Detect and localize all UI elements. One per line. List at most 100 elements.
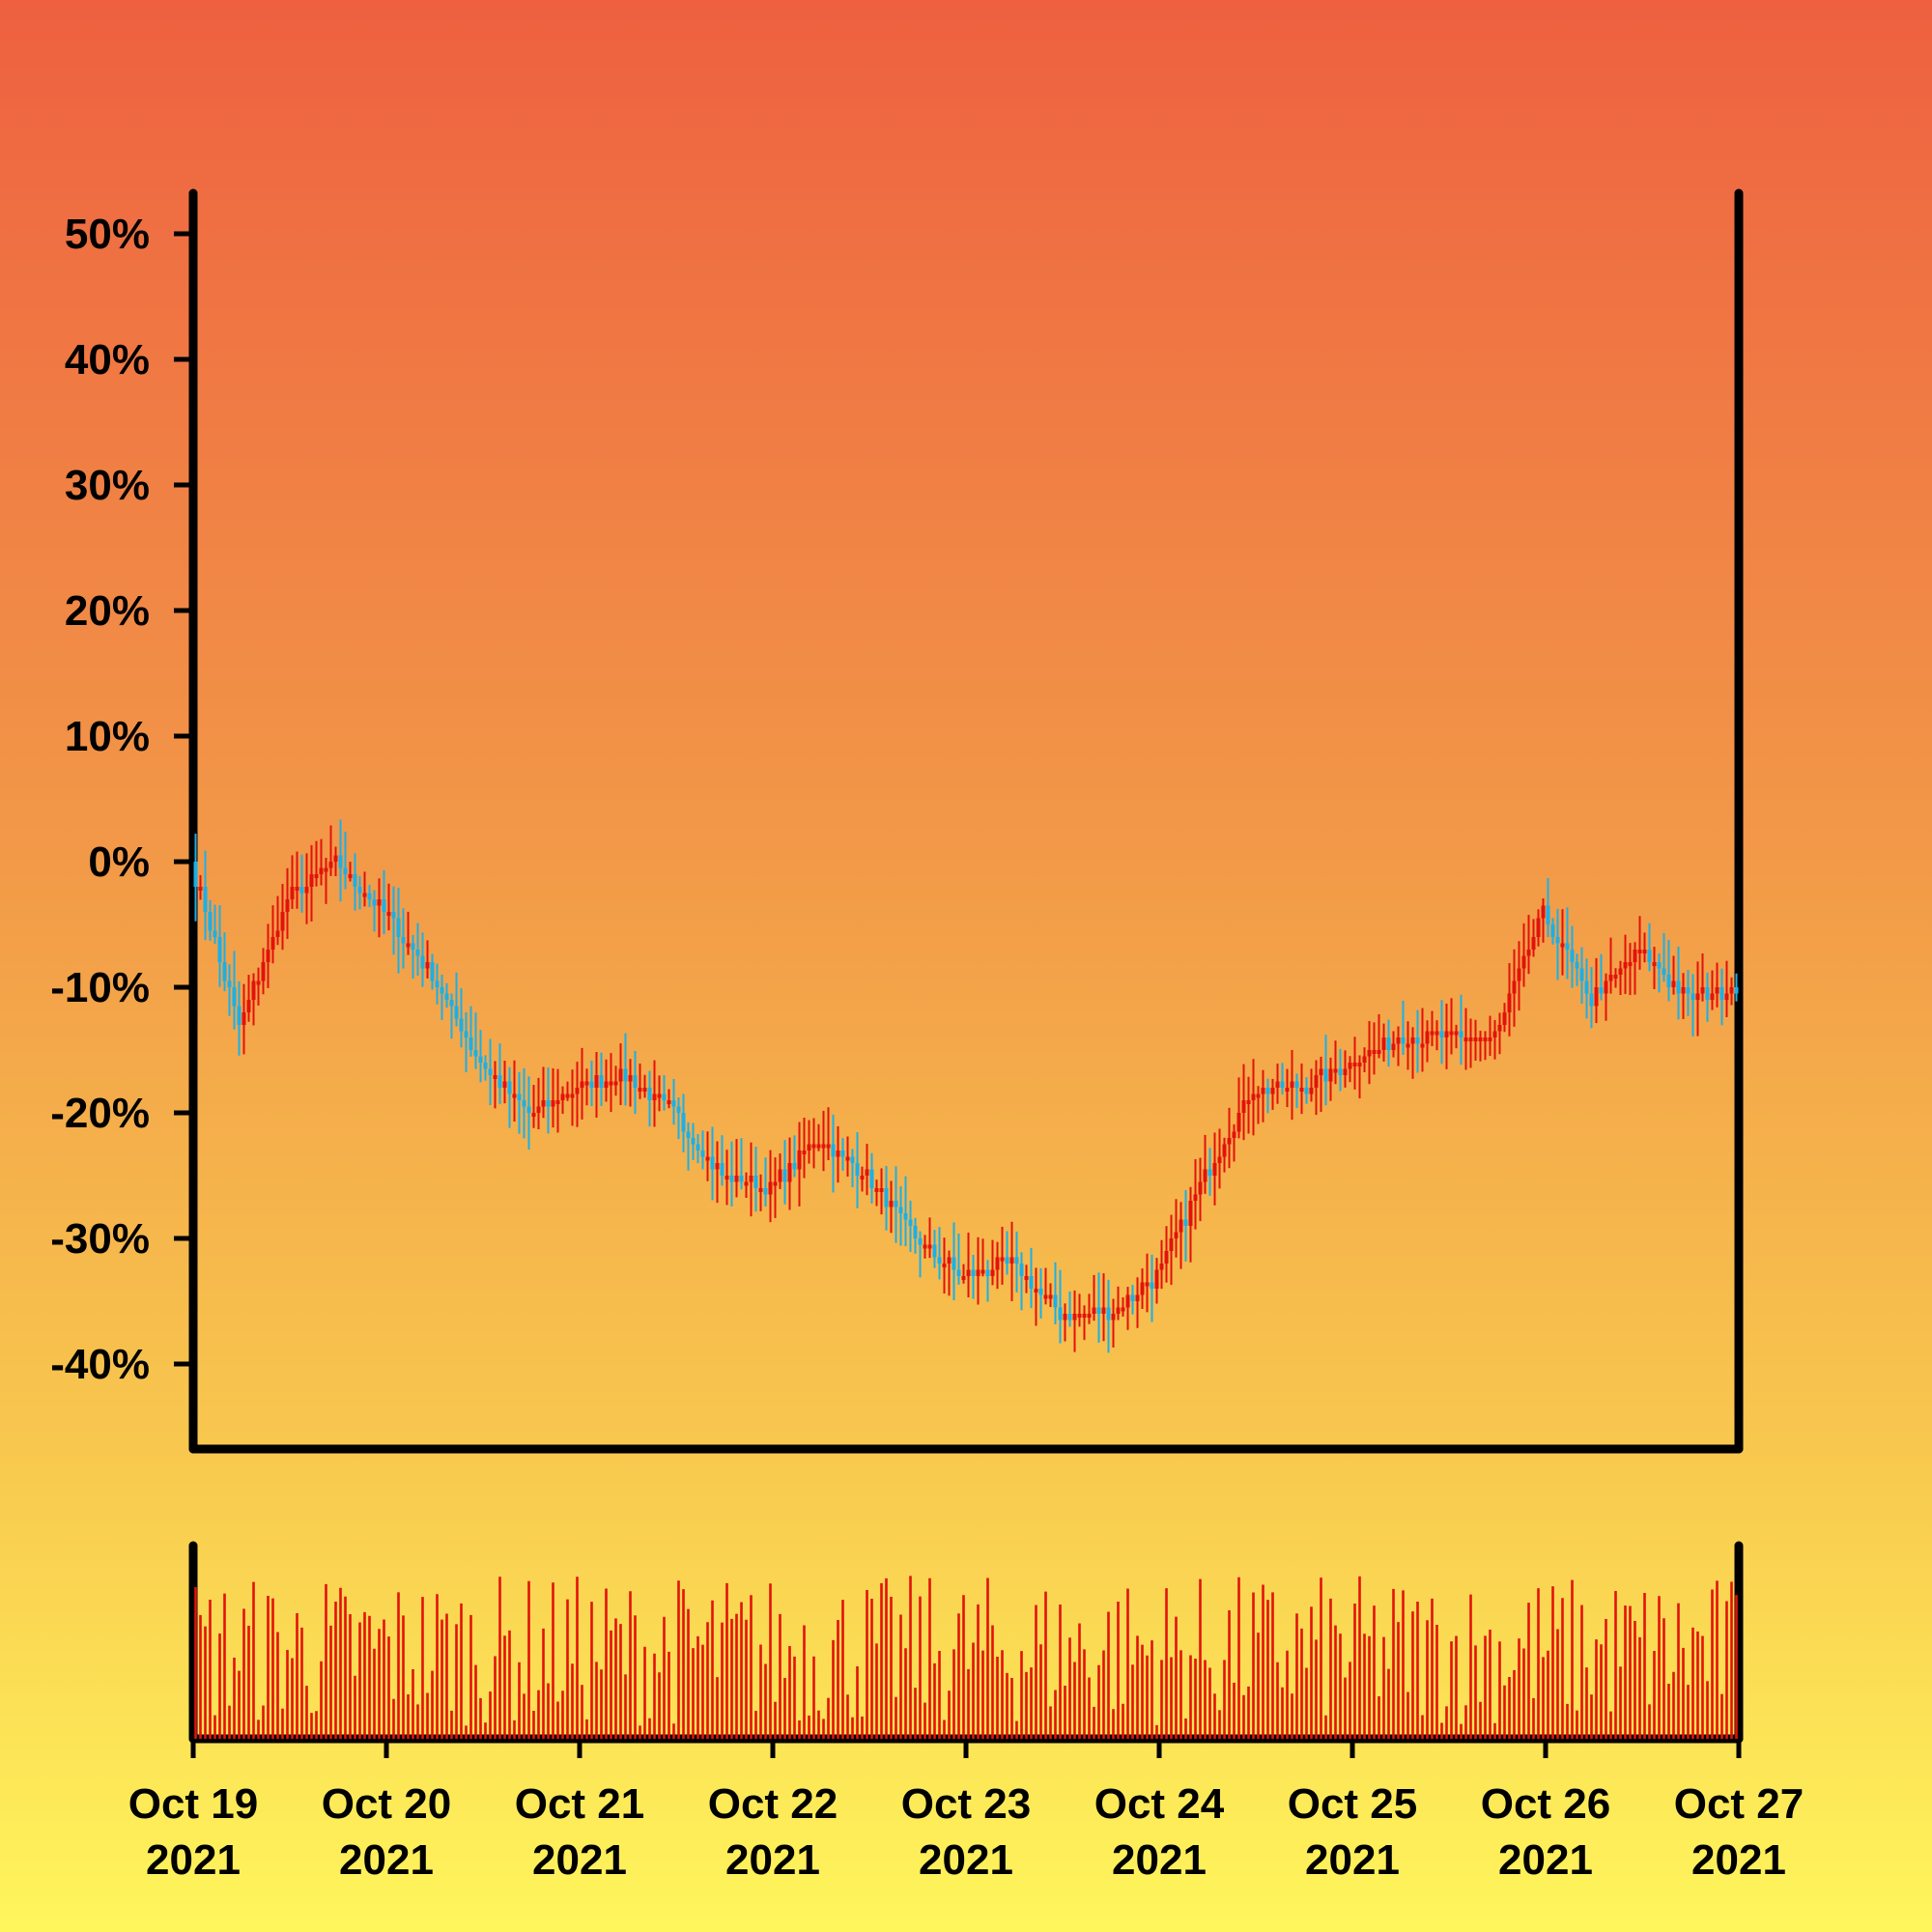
candle-body bbox=[319, 867, 324, 874]
x-tick-label-date: Oct 22 bbox=[708, 1780, 838, 1828]
candle-body bbox=[976, 1269, 980, 1276]
candle-body bbox=[869, 1169, 874, 1188]
candle-body bbox=[377, 899, 382, 906]
candle-body bbox=[1671, 980, 1676, 987]
candle-body bbox=[618, 1068, 623, 1082]
candle-body bbox=[507, 1081, 512, 1094]
candle-body bbox=[1275, 1081, 1280, 1088]
candle-body bbox=[749, 1176, 753, 1182]
candle-body bbox=[1454, 1031, 1459, 1036]
candle-body bbox=[1294, 1081, 1299, 1088]
candle-body bbox=[1130, 1294, 1135, 1301]
candle-body bbox=[213, 930, 217, 937]
candle-body bbox=[1150, 1282, 1154, 1289]
y-tick-label: 20% bbox=[65, 587, 150, 635]
x-tick-label-year: 2021 bbox=[919, 1836, 1013, 1884]
candle-body bbox=[338, 855, 343, 868]
candle-body bbox=[734, 1176, 739, 1182]
candle-body bbox=[295, 887, 299, 891]
candle-body bbox=[797, 1151, 802, 1170]
candle-body bbox=[918, 1238, 923, 1245]
candle-body bbox=[623, 1068, 628, 1082]
x-tick-label-date: Oct 24 bbox=[1094, 1780, 1225, 1828]
candle-body bbox=[778, 1169, 782, 1182]
candle-body bbox=[1256, 1094, 1261, 1098]
candle-body bbox=[1009, 1257, 1014, 1264]
candle-body bbox=[1270, 1088, 1275, 1094]
candle-body bbox=[459, 1018, 464, 1032]
candle-body bbox=[256, 980, 261, 985]
candle-body bbox=[483, 1063, 488, 1069]
candle-body bbox=[874, 1188, 879, 1192]
candle-body bbox=[1594, 987, 1599, 1007]
candle-body bbox=[1053, 1294, 1058, 1308]
candle-body bbox=[1265, 1088, 1270, 1094]
candle-body bbox=[1715, 987, 1719, 994]
candle-body bbox=[415, 950, 420, 956]
candle-body bbox=[275, 930, 280, 937]
candle-body bbox=[884, 1188, 889, 1208]
candle-body bbox=[787, 1163, 792, 1182]
candle-body bbox=[952, 1257, 956, 1270]
candle-body bbox=[1212, 1163, 1217, 1176]
candle-body bbox=[995, 1257, 1000, 1270]
candle-body bbox=[1246, 1100, 1251, 1104]
candle-body bbox=[1362, 1056, 1367, 1063]
y-tick-label: -10% bbox=[50, 964, 150, 1011]
candle-body bbox=[758, 1188, 763, 1192]
candle-body bbox=[1623, 962, 1628, 969]
volume-bars bbox=[194, 1576, 1738, 1739]
candle-body bbox=[1377, 1050, 1381, 1054]
candle-body bbox=[1652, 962, 1657, 966]
candle-body bbox=[1227, 1138, 1232, 1145]
candle-body bbox=[671, 1100, 676, 1107]
candle-body bbox=[208, 912, 213, 931]
candle-body bbox=[1565, 943, 1570, 950]
candle-body bbox=[1000, 1257, 1005, 1262]
candle-body bbox=[353, 874, 357, 887]
candle-body bbox=[1072, 1314, 1077, 1321]
candle-body bbox=[362, 893, 367, 897]
candle-body bbox=[1352, 1063, 1357, 1066]
candle-body bbox=[502, 1081, 507, 1088]
y-tick-label: 50% bbox=[65, 211, 150, 258]
candle-body bbox=[589, 1081, 594, 1088]
candle-body bbox=[807, 1144, 811, 1151]
candle-body bbox=[203, 887, 208, 912]
candle-body bbox=[1005, 1257, 1009, 1264]
candle-body bbox=[1478, 1037, 1483, 1041]
candle-body bbox=[1381, 1037, 1386, 1050]
candle-body bbox=[1304, 1088, 1309, 1094]
candle-body bbox=[1502, 1012, 1507, 1025]
candle-body bbox=[956, 1269, 961, 1276]
candle-body bbox=[1690, 993, 1695, 1000]
candle-body bbox=[386, 912, 391, 916]
candle-body bbox=[570, 1094, 575, 1098]
candle-body bbox=[879, 1188, 884, 1192]
candle-body bbox=[1657, 962, 1662, 969]
y-tick-label: 0% bbox=[88, 838, 150, 886]
candle-body bbox=[1106, 1307, 1111, 1321]
candle-body bbox=[836, 1151, 840, 1157]
candle-body bbox=[1217, 1156, 1222, 1163]
candle-body bbox=[1662, 968, 1666, 975]
candle-body bbox=[1401, 1037, 1406, 1044]
candle-body bbox=[1497, 1025, 1502, 1032]
candle-body bbox=[555, 1100, 560, 1104]
candle-body bbox=[1435, 1031, 1439, 1036]
candle-body bbox=[246, 1000, 251, 1012]
x-tick-label-date: Oct 26 bbox=[1481, 1780, 1611, 1828]
candle-body bbox=[642, 1088, 647, 1092]
candle-body bbox=[1444, 1031, 1449, 1037]
candle-body bbox=[430, 962, 435, 981]
candle-body bbox=[840, 1151, 845, 1157]
candle-body bbox=[1145, 1282, 1150, 1287]
x-tick-label-year: 2021 bbox=[1112, 1836, 1207, 1884]
candle-body bbox=[1676, 980, 1681, 994]
candle-body bbox=[594, 1075, 599, 1088]
candle-body bbox=[1169, 1238, 1174, 1251]
candle-body bbox=[696, 1144, 700, 1151]
candle-body bbox=[681, 1113, 686, 1132]
candle-body bbox=[1473, 1037, 1478, 1041]
candle-body bbox=[633, 1075, 638, 1088]
